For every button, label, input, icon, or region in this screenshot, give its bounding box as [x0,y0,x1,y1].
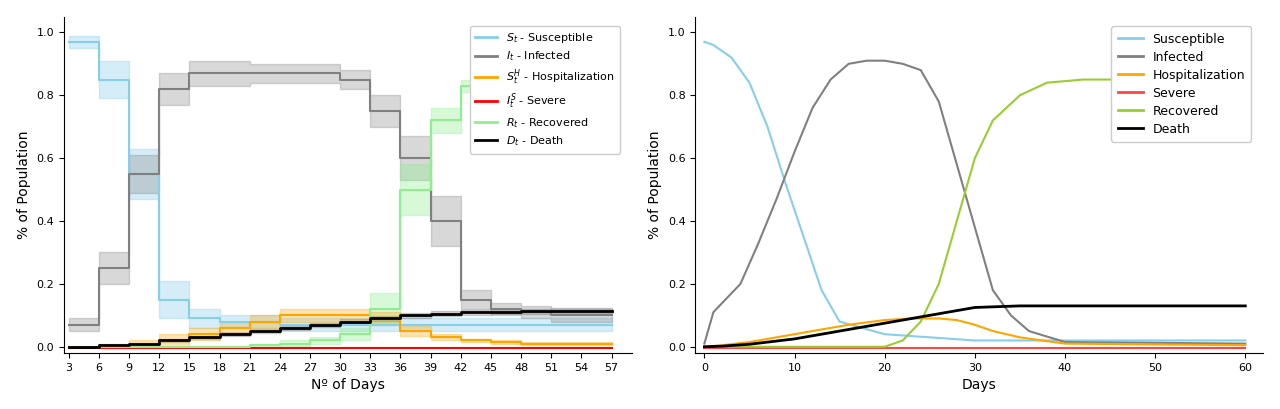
Legend: $S_t$ - Susceptible, $I_t$ - Infected, $S_t^H$ - Hospitalization, $I_t^S$ - Seve: $S_t$ - Susceptible, $I_t$ - Infected, $… [470,26,621,153]
Y-axis label: % of Population: % of Population [649,130,662,239]
X-axis label: Nº of Days: Nº of Days [311,378,384,392]
Legend: Susceptible, Infected, Hospitalization, Severe, Recovered, Death: Susceptible, Infected, Hospitalization, … [1111,26,1252,142]
X-axis label: Days: Days [963,378,997,392]
Y-axis label: % of Population: % of Population [17,130,31,239]
